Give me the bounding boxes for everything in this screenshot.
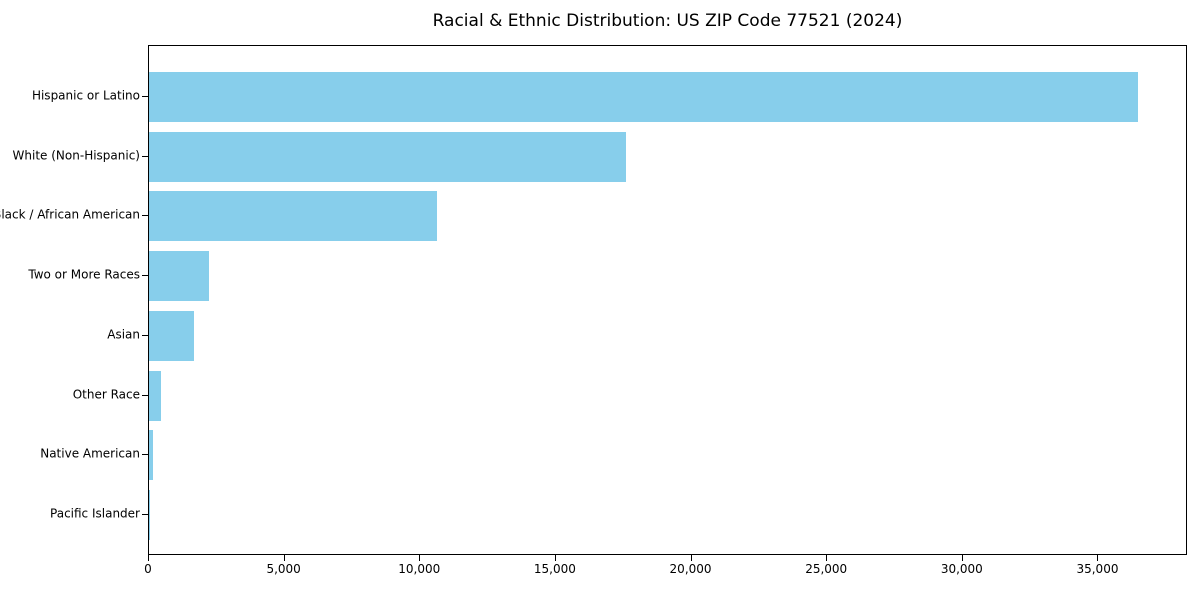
bar-native-american [149, 430, 153, 481]
x-tick-label-0: 0 [144, 562, 152, 576]
x-tick-5000 [283, 555, 285, 561]
y-tick-label-black-african-american: Black / African American [0, 207, 140, 222]
y-tick-label-native-american: Native American [40, 446, 140, 461]
bar-black-african-american [149, 191, 437, 242]
y-tick-native-american [142, 454, 148, 456]
x-tick-label-20000: 20,000 [669, 562, 712, 576]
y-tick-black-african-american [142, 215, 148, 217]
plot-area [148, 45, 1187, 555]
x-tick-20000 [690, 555, 692, 561]
bar-pacific-islander [149, 489, 150, 540]
x-tick-label-30000: 30,000 [940, 562, 983, 576]
bar-asian [149, 310, 194, 361]
bar-white-non-hispanic [149, 131, 626, 182]
x-tick-25000 [826, 555, 828, 561]
y-tick-label-white-non-hispanic: White (Non-Hispanic) [12, 148, 140, 163]
x-tick-label-25000: 25,000 [805, 562, 848, 576]
y-tick-label-two-or-more-races: Two or More Races [28, 267, 140, 282]
bar-other-race [149, 370, 161, 421]
y-tick-label-other-race: Other Race [72, 387, 140, 401]
x-tick-0 [148, 555, 149, 561]
x-tick-label-15000: 15,000 [533, 562, 576, 576]
y-tick-hispanic-or-latino [142, 96, 148, 97]
x-tick-label-10000: 10,000 [398, 562, 441, 576]
x-tick-10000 [419, 555, 421, 561]
y-tick-white-non-hispanic [142, 155, 148, 157]
y-tick-two-or-more-races [142, 275, 148, 277]
y-tick-pacific-islander [142, 513, 148, 515]
y-tick-other-race [142, 394, 148, 396]
x-tick-30000 [961, 555, 963, 561]
chart-title: Racial & Ethnic Distribution: US ZIP Cod… [432, 11, 903, 31]
y-tick-label-pacific-islander: Pacific Islander [50, 506, 140, 521]
x-tick-15000 [554, 555, 556, 561]
bar-hispanic-or-latino [149, 72, 1138, 122]
y-tick-label-asian: Asian [107, 327, 140, 342]
bar-two-or-more-races [149, 251, 209, 302]
x-tick-35000 [1097, 555, 1099, 561]
y-tick-asian [142, 334, 148, 336]
x-tick-label-5000: 5,000 [266, 562, 301, 576]
x-tick-label-35000: 35,000 [1076, 562, 1119, 576]
y-tick-label-hispanic-or-latino: Hispanic or Latino [31, 88, 140, 103]
